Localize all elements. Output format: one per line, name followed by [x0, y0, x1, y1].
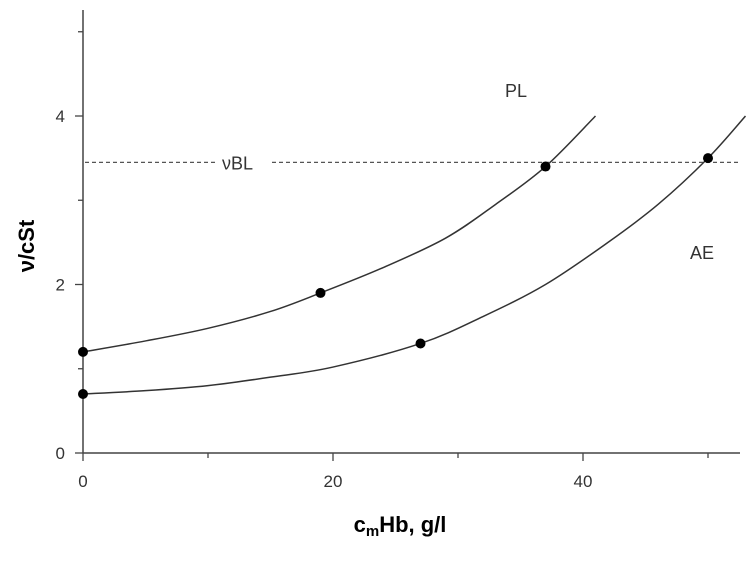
axes	[82, 10, 740, 454]
x-axis-label: cmHb, g/l	[354, 512, 447, 540]
data-point-ae	[703, 153, 713, 164]
labels: ν/cSt cmHb, g/l PL AE νBL	[14, 81, 714, 540]
ticks: 0 20 40 0 2 4	[56, 31, 709, 491]
data-point-pl	[315, 287, 326, 298]
series-line-ae	[82, 115, 746, 395]
x-axis-label-subscript: m	[366, 523, 379, 540]
data-point-ae	[78, 389, 88, 400]
y-tick-label: 2	[56, 276, 65, 295]
data-points	[78, 153, 713, 400]
y-tick-label: 4	[56, 107, 65, 126]
x-axis-label-rest: Hb, g/l	[379, 512, 446, 537]
curves	[82, 115, 746, 395]
reference-line-label: νBL	[222, 153, 253, 173]
y-axis-label: ν/cSt	[14, 219, 39, 272]
data-point-pl	[78, 346, 88, 357]
x-tick-label: 0	[78, 472, 87, 491]
series-line-pl	[82, 115, 597, 353]
x-axis-label-main: c	[354, 512, 366, 537]
series-label-pl: PL	[505, 81, 527, 101]
x-tick-label: 20	[324, 472, 343, 491]
x-tick-label: 40	[574, 472, 593, 491]
series-label-ae: AE	[690, 243, 714, 263]
y-tick-label: 0	[56, 444, 65, 463]
data-point-ae	[415, 338, 426, 349]
data-point-pl	[540, 161, 551, 172]
